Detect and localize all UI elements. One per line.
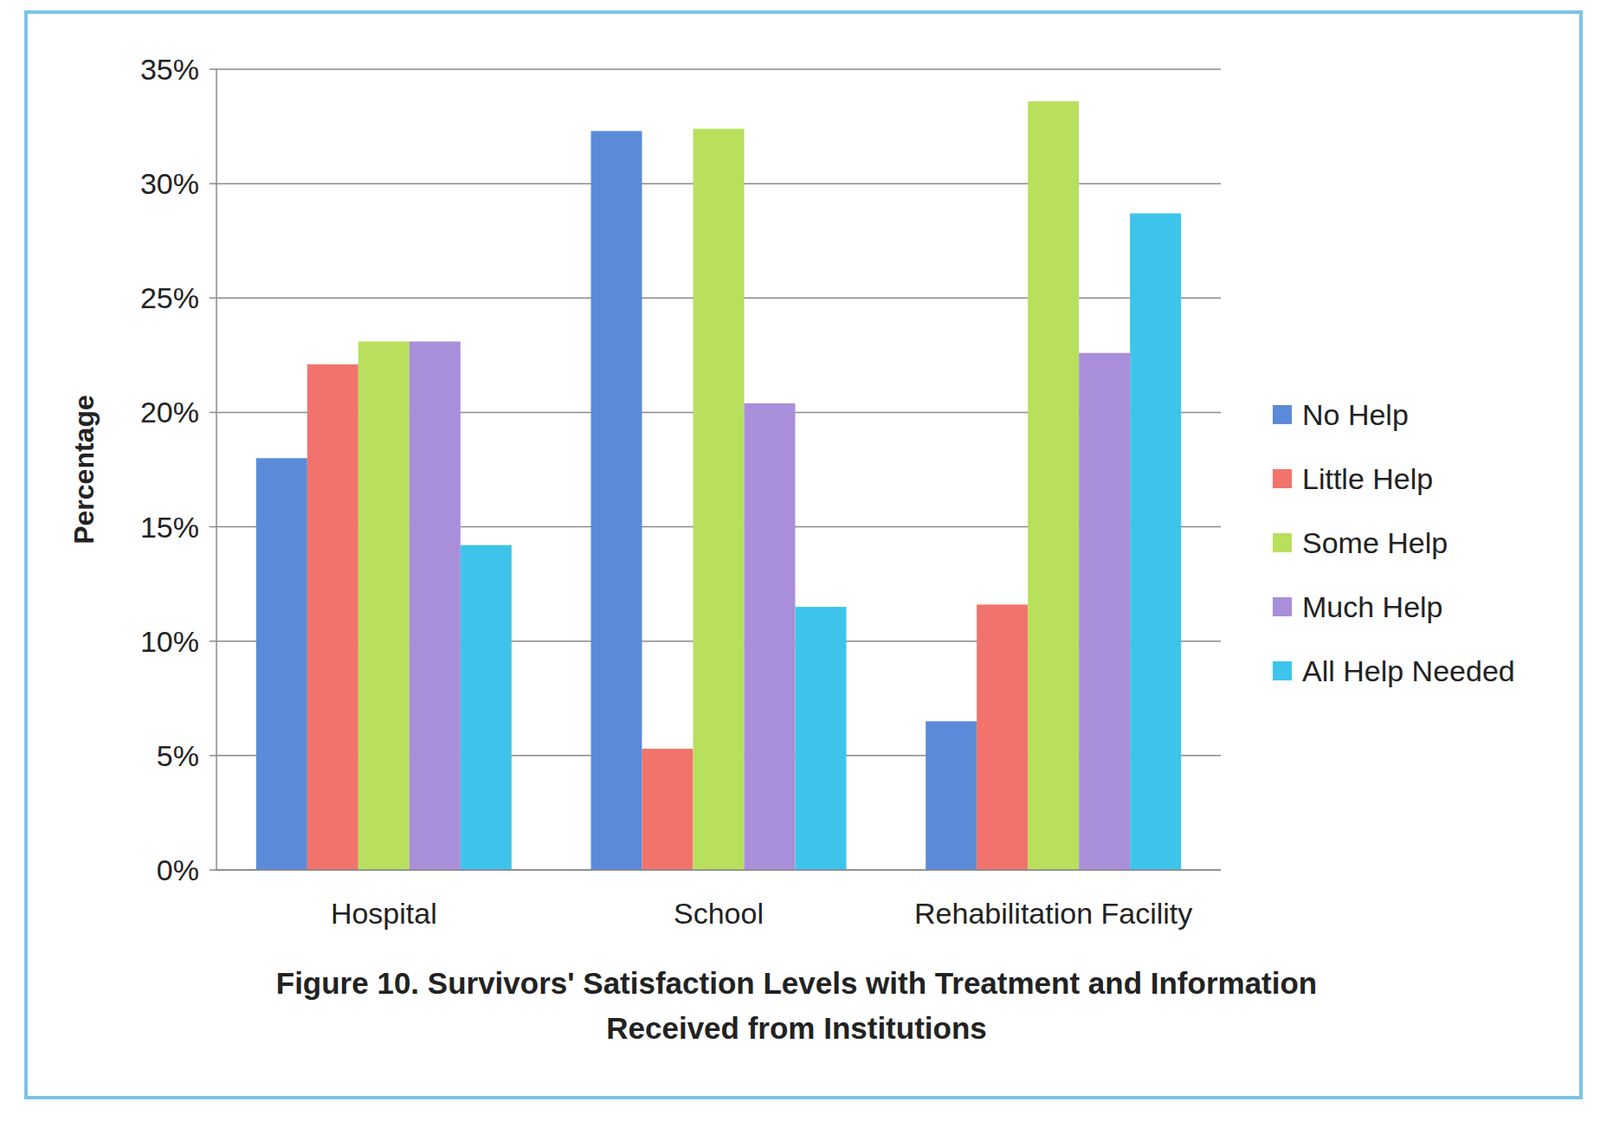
legend-swatch bbox=[1272, 533, 1292, 553]
bar bbox=[358, 341, 410, 871]
bar bbox=[1078, 353, 1130, 871]
tick-label: 5% bbox=[156, 739, 200, 773]
tick-label: 10% bbox=[140, 625, 200, 659]
legend-swatch bbox=[1272, 597, 1292, 617]
chart-title: Figure 10. Survivors' Satisfaction Level… bbox=[233, 961, 1360, 1052]
tick-label: 25% bbox=[140, 281, 200, 315]
bar bbox=[744, 403, 796, 871]
bar bbox=[409, 341, 461, 871]
legend-label: Much Help bbox=[1302, 590, 1444, 624]
bar bbox=[925, 721, 977, 871]
x-axis bbox=[216, 869, 1221, 871]
tick-label: 0% bbox=[156, 853, 200, 887]
bar bbox=[307, 364, 359, 871]
grid-line bbox=[216, 869, 1221, 871]
bar bbox=[591, 130, 643, 871]
tick-label: 20% bbox=[140, 395, 200, 429]
bar bbox=[256, 458, 308, 871]
legend-swatch bbox=[1272, 469, 1292, 489]
chart: 0% 5% 10% 15% 20% 25% 30% 35% Percentage Hospital… bbox=[0, 0, 1600, 1121]
category-label: Hospital bbox=[330, 896, 438, 930]
tick-mark bbox=[209, 754, 217, 757]
tick-mark bbox=[209, 182, 217, 185]
legend-swatch bbox=[1272, 405, 1292, 425]
bar bbox=[1027, 101, 1079, 871]
legend-swatch bbox=[1272, 661, 1292, 681]
tick-label: 35% bbox=[140, 52, 200, 86]
tick-mark bbox=[209, 412, 217, 414]
bars bbox=[256, 101, 1181, 871]
tick-mark bbox=[209, 640, 217, 643]
bar bbox=[460, 545, 512, 871]
legend-label: Little Help bbox=[1302, 462, 1433, 496]
tick-mark bbox=[209, 68, 217, 71]
y-axis bbox=[215, 69, 218, 871]
tick-mark bbox=[209, 869, 217, 871]
bar bbox=[1129, 213, 1181, 871]
tick-label: 15% bbox=[140, 510, 200, 544]
category-label: School bbox=[673, 896, 764, 930]
tick-label: 30% bbox=[140, 167, 200, 200]
legend-label: All Help Needed bbox=[1302, 654, 1516, 688]
legend-label: Some Help bbox=[1302, 526, 1448, 560]
tick-mark bbox=[209, 297, 217, 300]
grid-line bbox=[216, 68, 1221, 71]
category-label: Rehabilitation Facility bbox=[914, 896, 1193, 930]
bar bbox=[693, 129, 745, 871]
y-axis-label: Percentage bbox=[68, 394, 100, 545]
legend-label: No Help bbox=[1302, 398, 1409, 432]
bar bbox=[976, 604, 1028, 871]
bar bbox=[795, 606, 847, 871]
bar bbox=[642, 748, 694, 871]
tick-mark bbox=[209, 526, 217, 529]
